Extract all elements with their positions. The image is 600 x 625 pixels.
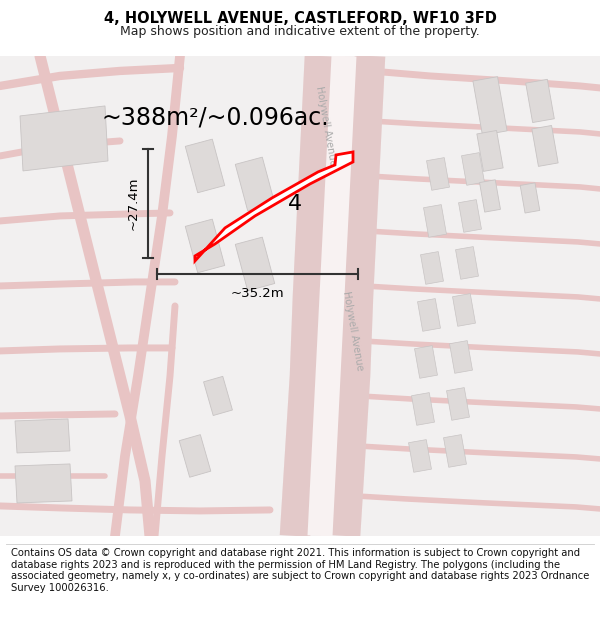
Polygon shape (421, 252, 443, 284)
Polygon shape (15, 464, 72, 503)
Polygon shape (185, 219, 225, 272)
Polygon shape (455, 247, 478, 279)
Polygon shape (203, 376, 232, 416)
Text: Map shows position and indicative extent of the property.: Map shows position and indicative extent… (120, 26, 480, 39)
Polygon shape (20, 106, 108, 171)
Polygon shape (473, 77, 507, 135)
Polygon shape (532, 126, 558, 166)
Text: ~27.4m: ~27.4m (127, 177, 140, 230)
Polygon shape (461, 152, 484, 185)
Text: Contains OS data © Crown copyright and database right 2021. This information is : Contains OS data © Crown copyright and d… (11, 548, 589, 593)
Polygon shape (195, 152, 353, 261)
Polygon shape (427, 158, 449, 190)
Text: Holywell Avenue: Holywell Avenue (341, 291, 365, 371)
Polygon shape (479, 180, 500, 212)
Polygon shape (452, 294, 475, 326)
Polygon shape (409, 439, 431, 472)
Polygon shape (449, 341, 472, 373)
Polygon shape (424, 204, 446, 238)
Polygon shape (520, 183, 540, 213)
Polygon shape (415, 346, 437, 378)
Text: 4, HOLYWELL AVENUE, CASTLEFORD, WF10 3FD: 4, HOLYWELL AVENUE, CASTLEFORD, WF10 3FD (104, 11, 496, 26)
Polygon shape (446, 388, 469, 420)
Text: 4: 4 (288, 194, 302, 214)
Polygon shape (235, 157, 275, 211)
Text: ~388m²/~0.096ac.: ~388m²/~0.096ac. (101, 106, 329, 130)
Polygon shape (185, 139, 225, 192)
Polygon shape (477, 131, 503, 171)
Polygon shape (15, 419, 70, 453)
Polygon shape (443, 434, 466, 468)
Polygon shape (179, 434, 211, 478)
Polygon shape (526, 79, 554, 122)
Polygon shape (235, 237, 275, 291)
Polygon shape (418, 299, 440, 331)
Text: ~35.2m: ~35.2m (230, 287, 284, 300)
Polygon shape (458, 199, 481, 232)
Polygon shape (412, 392, 434, 425)
Text: Holywell Avenue: Holywell Avenue (314, 86, 338, 166)
